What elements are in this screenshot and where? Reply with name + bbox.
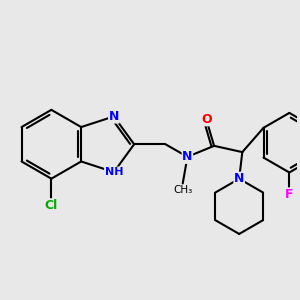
- Text: Cl: Cl: [45, 199, 58, 212]
- Text: CH₃: CH₃: [173, 185, 192, 195]
- Text: NH: NH: [105, 167, 123, 177]
- Text: N: N: [109, 110, 119, 123]
- Text: F: F: [285, 188, 294, 201]
- Text: N: N: [234, 172, 244, 185]
- Text: O: O: [201, 113, 211, 126]
- Text: N: N: [182, 150, 193, 163]
